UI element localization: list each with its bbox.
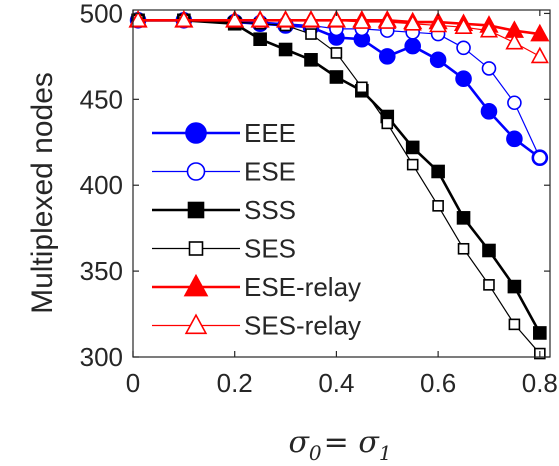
legend-label: SES-relay xyxy=(244,311,361,341)
data-point xyxy=(330,47,343,59)
data-point xyxy=(405,140,420,155)
data-point xyxy=(457,242,470,255)
y-tick-label: 400 xyxy=(80,170,123,200)
series-ses-relay xyxy=(129,10,549,64)
legend-label: SSS xyxy=(244,195,296,225)
data-point xyxy=(378,48,396,65)
y-tick-label: 450 xyxy=(80,84,123,114)
data-point xyxy=(403,14,422,31)
data-point xyxy=(456,211,471,225)
y-axis-label: Multiplexed nodes xyxy=(26,72,59,314)
data-point xyxy=(454,17,473,35)
data-point xyxy=(276,10,295,28)
legend-item-eee: EEE xyxy=(152,118,296,148)
data-point xyxy=(505,32,524,50)
x-tick-label: 0.2 xyxy=(217,368,253,398)
legend-item-sss: SSS xyxy=(152,195,296,225)
legend-label: ESE xyxy=(244,157,296,187)
legend-label: EEE xyxy=(244,118,296,148)
series-sss xyxy=(131,13,547,340)
data-point xyxy=(483,279,495,291)
data-point xyxy=(455,70,472,88)
data-point xyxy=(253,32,267,47)
y-tick-label: 350 xyxy=(80,256,123,286)
legend-marker xyxy=(188,241,204,256)
legend-item-ese: ESE xyxy=(152,157,296,187)
data-point xyxy=(481,61,497,76)
legend-marker xyxy=(185,122,207,144)
x-axis-label-sub0: 0 xyxy=(309,441,322,465)
legend-marker xyxy=(187,201,205,219)
data-point xyxy=(533,326,547,340)
legend: EEE ESE SSS SES ESE-relay SES-relay xyxy=(152,118,361,341)
x-axis-label-sigma0: σ xyxy=(288,425,310,460)
legend-item-ese-relay: ESE-relay xyxy=(152,272,361,302)
data-point xyxy=(174,10,193,28)
data-point xyxy=(301,10,321,28)
axes-box xyxy=(132,9,551,358)
legend-item-ses-relay: SES-relay xyxy=(152,311,361,341)
data-point xyxy=(508,318,521,331)
data-point xyxy=(456,40,471,56)
legend-marker xyxy=(183,273,209,297)
data-point xyxy=(404,37,421,55)
legend-marker xyxy=(186,162,206,181)
legend-label: ESE-relay xyxy=(244,272,361,302)
data-point xyxy=(532,150,548,166)
x-axis-label-sigma1: σ xyxy=(358,425,380,460)
data-point xyxy=(278,42,293,57)
data-point xyxy=(479,20,499,38)
data-point xyxy=(305,28,317,40)
x-axis-label-sub1: 1 xyxy=(379,441,392,465)
x-tick-label: 0.8 xyxy=(522,368,558,398)
data-point xyxy=(480,103,498,120)
data-point xyxy=(406,158,419,171)
data-point xyxy=(329,70,344,84)
data-point xyxy=(381,117,394,130)
x-tick-label: 0.4 xyxy=(318,368,354,398)
x-tick-label: 0.6 xyxy=(420,368,456,398)
data-point xyxy=(429,15,448,33)
data-point xyxy=(225,10,244,28)
legend-label: SES xyxy=(244,234,296,264)
data-point xyxy=(352,12,371,29)
x-tick-label: 0 xyxy=(126,368,140,398)
data-point xyxy=(507,279,522,294)
y-tick-label: 500 xyxy=(80,0,123,28)
data-point xyxy=(429,51,447,69)
axes: 0 0.2 0.4 0.6 0.8 300 350 400 450 500 xyxy=(80,0,558,398)
legend-marker xyxy=(184,313,208,335)
data-point xyxy=(304,53,318,67)
x-axis-label: σ0= σ1 xyxy=(288,425,391,465)
data-point xyxy=(356,81,368,94)
data-point xyxy=(327,10,346,28)
plot-area xyxy=(128,10,550,360)
data-point xyxy=(530,23,550,42)
data-point xyxy=(432,200,444,212)
y-tick-label: 300 xyxy=(80,342,123,372)
data-point xyxy=(507,95,522,111)
data-point xyxy=(530,46,549,64)
data-point xyxy=(378,12,397,29)
legend-item-ses: SES xyxy=(152,234,296,264)
data-point xyxy=(251,10,270,28)
data-point xyxy=(482,243,496,258)
data-point xyxy=(506,130,523,148)
data-point xyxy=(431,164,445,179)
x-axis-label-equals: = xyxy=(324,425,359,460)
data-point xyxy=(129,10,148,28)
